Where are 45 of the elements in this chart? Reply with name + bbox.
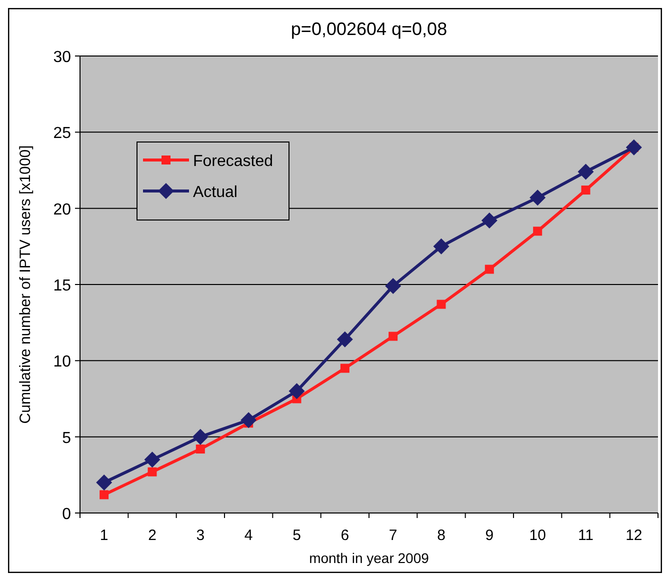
point (96, 474, 112, 491)
x-tick-label: 2 (148, 527, 156, 544)
x-tick-label: 8 (437, 527, 446, 544)
y-tick-label: 5 (62, 430, 72, 447)
point (484, 264, 494, 274)
chart-title: p=0,002604 q=0,08 (290, 19, 448, 39)
legend-label: Forecasted (193, 153, 274, 170)
point (192, 428, 208, 445)
point (533, 226, 542, 236)
point (148, 467, 157, 476)
y-tick-label: 15 (53, 278, 72, 294)
point (433, 238, 450, 254)
point (336, 331, 353, 348)
legend-label: Actual (193, 184, 238, 201)
point (196, 444, 205, 454)
y-tick-label: 20 (53, 201, 72, 218)
x-axis-title: month in year 2009 (309, 550, 430, 566)
x-tick-label: 5 (292, 527, 301, 544)
x-tick-label: 12 (626, 527, 642, 544)
y-tick-label: 25 (53, 125, 72, 142)
y-axis-title: Cumulative number of IPTV users [x1000] (17, 145, 34, 424)
point (581, 186, 590, 195)
point (388, 332, 398, 341)
point (481, 212, 498, 229)
point (100, 490, 109, 500)
point (530, 190, 546, 206)
point (626, 139, 642, 156)
y-tick-label: 10 (53, 354, 72, 371)
x-tick-label: 6 (340, 527, 350, 544)
x-tick-label: 9 (485, 527, 494, 544)
point (288, 383, 305, 400)
y-tick-label: 0 (62, 506, 72, 523)
point (436, 300, 446, 309)
x-tick-label: 3 (196, 527, 205, 544)
x-tick-label: 4 (244, 527, 253, 544)
x-tick-label: 11 (578, 527, 594, 544)
x-tick-label: 1 (100, 527, 108, 544)
point (385, 278, 402, 294)
x-tick-label: 7 (388, 527, 398, 544)
point (340, 364, 350, 373)
point (144, 452, 160, 468)
point (578, 164, 594, 180)
y-tick-label: 30 (53, 49, 72, 66)
x-tick-label: 10 (529, 527, 546, 544)
point (240, 412, 257, 428)
